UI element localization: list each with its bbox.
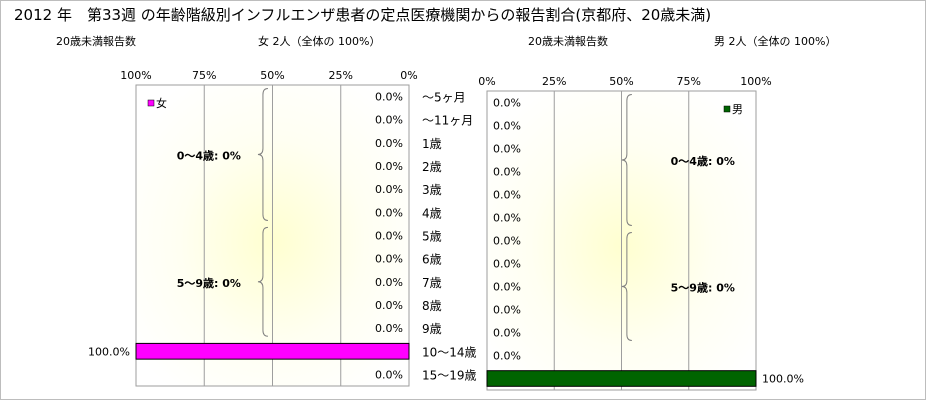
male-header-left: 20歳未満報告数: [528, 35, 608, 48]
female-value-label: 0.0%: [375, 276, 403, 289]
female-header-left: 20歳未満報告数: [56, 35, 136, 48]
chart-title: 2012 年 第33週 の年齢階級別インフルエンザ患者の定点医療機関からの報告割…: [14, 6, 712, 24]
female-tick-label: 75%: [192, 69, 216, 82]
category-label: 4歳: [422, 206, 442, 220]
male-tick-label: 0%: [478, 75, 495, 88]
category-label: ～5ヶ月: [422, 91, 466, 105]
male-legend-swatch: [723, 105, 731, 113]
category-label: 3歳: [422, 183, 442, 197]
male-group-brace: [621, 231, 632, 342]
female-tick-label: 0%: [400, 69, 417, 82]
female-value-label: 0.0%: [375, 368, 403, 381]
category-label: 10～14歳: [422, 345, 477, 359]
male-panel: 0% 25% 50% 75% 100% 0.0% 0.0% 0.0% 0.0% 0.0% 0.0% 0…: [478, 75, 804, 391]
male-value-label: 0.0%: [493, 258, 521, 271]
male-value-label: 0.0%: [493, 143, 521, 156]
male-group-label: 5～9歳: 0%: [671, 281, 735, 295]
female-legend-swatch: [147, 99, 155, 107]
male-tick-label: 25%: [542, 75, 566, 88]
female-value-label: 0.0%: [375, 137, 403, 150]
category-label: ～11ヶ月: [422, 114, 473, 128]
male-value-label: 0.0%: [493, 97, 521, 110]
male-value-label: 0.0%: [493, 350, 521, 363]
female-group-brace: [257, 87, 268, 221]
female-tick-label: 25%: [329, 69, 353, 82]
male-tick-label: 100%: [740, 75, 771, 88]
male-value-label: 0.0%: [493, 235, 521, 248]
male-value-label: 100.0%: [762, 373, 804, 386]
female-tick-label: 50%: [260, 69, 284, 82]
male-value-label: 0.0%: [493, 304, 521, 317]
female-value-label: 0.0%: [375, 183, 403, 196]
female-value-label: 0.0%: [375, 91, 403, 104]
category-label: 5歳: [422, 230, 442, 244]
female-header-right: 女 2人（全体の 100%）: [258, 35, 381, 48]
female-value-label: 0.0%: [375, 322, 403, 335]
male-legend-label: 男: [732, 103, 743, 116]
female-panel: 100% 75% 50% 25% 0% 0.0% 0.0% 0.0% 0.0% 0.0% 0.0% 0…: [88, 69, 418, 387]
male-value-label: 0.0%: [493, 120, 521, 133]
category-label: 8歳: [422, 299, 442, 313]
female-value-label: 0.0%: [375, 230, 403, 243]
female-group-brace: [257, 226, 268, 337]
category-label: 6歳: [422, 253, 442, 267]
category-label: 2歳: [422, 160, 442, 174]
female-value-label: 0.0%: [375, 160, 403, 173]
male-value-label: 0.0%: [493, 281, 521, 294]
category-label: 9歳: [422, 322, 442, 336]
female-value-label: 100.0%: [88, 345, 130, 358]
female-tick-label: 100%: [120, 69, 151, 82]
male-group-label: 0～4歳: 0%: [671, 154, 735, 168]
male-bar: [486, 370, 757, 387]
male-header-right: 男 2人（全体の 100%）: [714, 35, 837, 48]
category-label: 1歳: [422, 137, 442, 151]
category-labels: ～5ヶ月 ～11ヶ月 1歳 2歳 3歳 4歳 5歳 6歳 7歳 8歳 9歳 10～14歳 15～19歳: [422, 91, 477, 383]
male-value-label: 0.0%: [493, 166, 521, 179]
category-label: 15～19歳: [422, 368, 477, 382]
female-group-label: 5～9歳: 0%: [177, 276, 241, 290]
male-value-label: 0.0%: [493, 212, 521, 225]
category-label: 7歳: [422, 276, 442, 290]
male-value-label: 0.0%: [493, 327, 521, 340]
male-group-brace: [621, 93, 632, 227]
male-tick-label: 50%: [609, 75, 633, 88]
female-value-label: 0.0%: [375, 253, 403, 266]
male-tick-label: 75%: [677, 75, 701, 88]
female-value-label: 0.0%: [375, 299, 403, 312]
female-group-label: 0～4歳: 0%: [177, 148, 241, 162]
female-bar: [135, 342, 410, 360]
female-legend-label: 女: [156, 96, 167, 110]
female-value-label: 0.0%: [375, 114, 403, 127]
male-value-label: 0.0%: [493, 189, 521, 202]
female-value-label: 0.0%: [375, 206, 403, 219]
